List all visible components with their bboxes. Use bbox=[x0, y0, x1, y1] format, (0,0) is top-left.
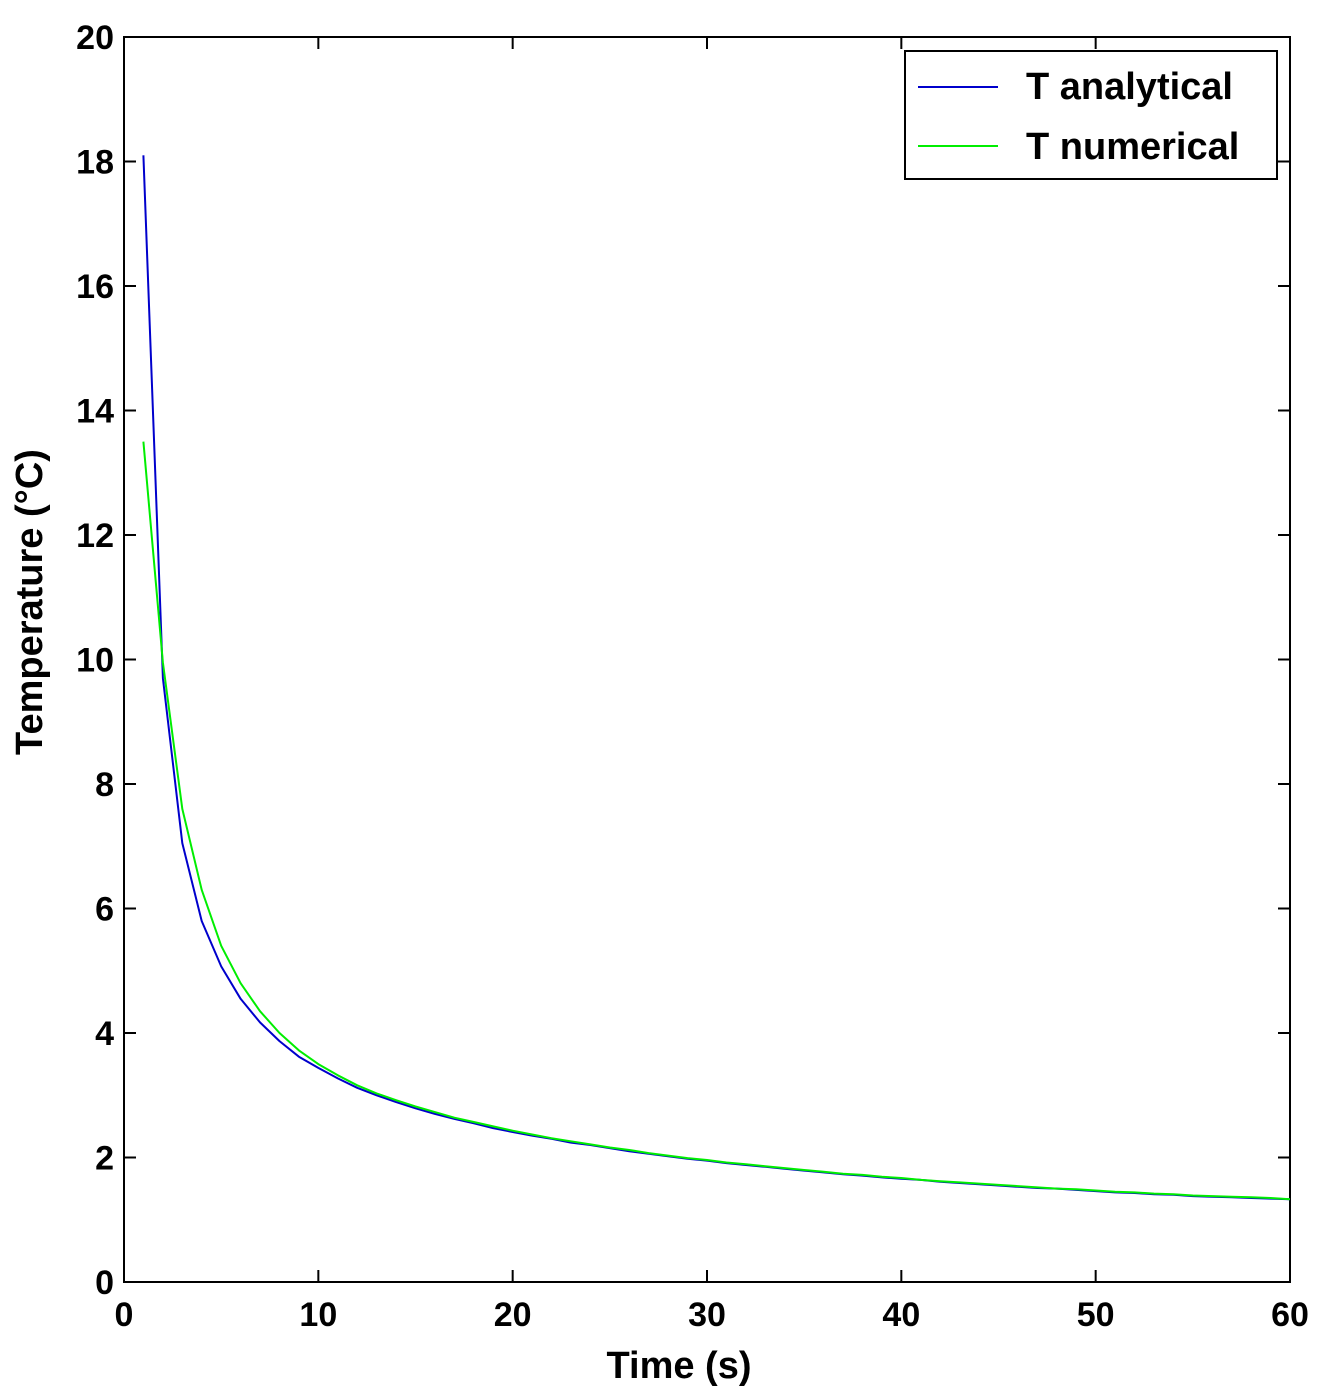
y-tick-label: 16 bbox=[76, 268, 114, 306]
y-tick-label: 18 bbox=[76, 144, 114, 182]
x-tick-label: 50 bbox=[1077, 1296, 1115, 1334]
y-tick-label: 0 bbox=[95, 1264, 114, 1302]
y-tick-label: 10 bbox=[76, 642, 114, 680]
y-tick-label: 20 bbox=[76, 19, 114, 57]
y-tick-label: 14 bbox=[76, 393, 114, 431]
y-tick-label: 12 bbox=[76, 517, 114, 555]
x-tick-label: 60 bbox=[1271, 1296, 1309, 1334]
legend: T analytical T numerical bbox=[904, 50, 1278, 180]
legend-box bbox=[904, 50, 1278, 180]
y-tick-label: 6 bbox=[95, 891, 114, 929]
x-tick-label: 20 bbox=[494, 1296, 532, 1334]
y-tick-label: 8 bbox=[95, 766, 114, 804]
y-tick-label: 4 bbox=[95, 1015, 114, 1053]
y-tick-label: 2 bbox=[95, 1140, 114, 1178]
y-axis: 0 2 4 6 8 10 12 14 16 18 20 bbox=[76, 19, 1290, 1302]
x-tick-label: 10 bbox=[299, 1296, 337, 1334]
x-tick-label: 40 bbox=[882, 1296, 920, 1334]
x-tick-label: 30 bbox=[688, 1296, 726, 1334]
x-axis: 0 10 20 30 40 50 60 bbox=[115, 37, 1309, 1334]
legend-label-numerical: T numerical bbox=[1026, 126, 1239, 168]
series-line-numerical bbox=[142, 441, 1291, 1201]
x-tick-label: 0 bbox=[115, 1296, 134, 1334]
x-axis-label: Time (s) bbox=[606, 1345, 751, 1387]
legend-label-analytical: T analytical bbox=[1026, 66, 1233, 108]
y-axis-label: Temperature (°C) bbox=[9, 449, 51, 755]
series-layer bbox=[142, 155, 1291, 1201]
plot-area bbox=[123, 36, 1291, 1283]
